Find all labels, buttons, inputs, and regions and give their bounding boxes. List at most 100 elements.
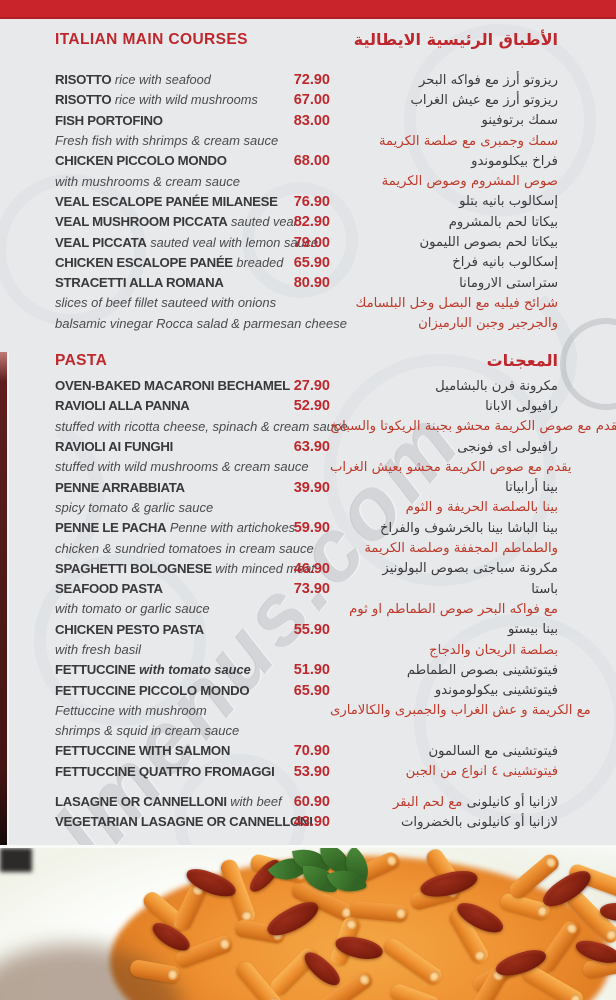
menu-item-row: FETTUCCINE with tomato sauce 51.90 فيتوتشي… [0, 660, 616, 680]
section-heading-pasta: PASTA المعجنات [0, 351, 616, 370]
dish-name-en: with fresh basil [55, 641, 278, 659]
menu-item-row: STRACETTI ALLA ROMANA 80.90 ستراستى الاروم… [0, 273, 616, 293]
dish-name-bold: FETTUCCINE WITH SALMON [55, 743, 231, 759]
dish-name-en: spicy tomato & garlic sauce [55, 499, 278, 517]
dish-name-en: STRACETTI ALLA ROMANA [55, 274, 278, 292]
dish-name-bold: CHICKEN ESCALOPE PANÉE [55, 254, 233, 270]
dish-description-en: shrimps & squid in cream sauce [55, 723, 240, 739]
price: 82.90 [293, 214, 330, 231]
dish-name-en: OVEN-BAKED MACARONI BECHAMEL [55, 377, 290, 395]
dish-name-en: FETTUCCINE PICCOLO MONDO [55, 682, 278, 700]
menu-item-row: CHICKEN PICCOLO MONDO 68.00 فراخ بيكلوموند… [0, 151, 616, 171]
arabic-text-segment: لازانيا أو كانيلونى بالخضروات [401, 814, 558, 830]
dish-name-en: PENNE ARRABBIATA [55, 479, 278, 497]
dish-name-bold: SPAGHETTI BOLOGNESE [55, 560, 212, 576]
dish-name-en: Fresh fish with shrimps & cream sauce [55, 132, 278, 150]
menu-item-row: SEAFOOD PASTA 73.90 باستا [0, 579, 616, 599]
dish-name-ar: ريزوتو أرز مع عيش الغراب [330, 93, 558, 108]
dish-name-en: RAVIOLI ALLA PANNA [55, 397, 278, 415]
section-title-en: ITALIAN MAIN COURSES [55, 30, 248, 48]
price: 73.90 [293, 581, 330, 598]
menu-desc-row: chicken & sundried tomatoes in cream sau… [0, 538, 616, 558]
dish-name-bold: CHICKEN PICCOLO MONDO [55, 153, 227, 169]
menu-item-row: FISH PORTOFINO 83.00 سمك برتوفينو [0, 111, 616, 131]
dish-name-ar: إسكالوب بانيه بتلو [330, 194, 558, 209]
dish-subtitle-italic: breaded [232, 254, 284, 270]
arabic-text-segment: مع الكريمة و عش الغراب والجمبرى والكالام… [330, 703, 591, 719]
dish-name-en: Fettuccine with mushroom [55, 702, 278, 720]
arabic-text-segment: صوص المشروم وصوص الكريمة [381, 174, 558, 190]
dish-name-ar: رافيولى اى فونجى [330, 440, 558, 455]
penne-hole [166, 968, 179, 981]
dish-name-en: stuffed with wild mushrooms & cream sauc… [55, 458, 309, 476]
dish-name-bold: STRACETTI ALLA ROMANA [55, 275, 224, 291]
arabic-text-segment: فراخ بيكلوموندو [471, 153, 558, 169]
dish-subtitle-italic: rice with seafood [111, 72, 211, 88]
arabic-text-segment: سمك برتوفينو [481, 113, 559, 129]
penne-hole [568, 992, 583, 1000]
dish-name-bold: SEAFOOD PASTA [55, 581, 163, 597]
price: 60.90 [293, 794, 330, 811]
dish-name-en: VEAL MUSHROOM PICCATA sauted veal [55, 213, 296, 231]
price: 46.90 [293, 560, 330, 577]
arabic-text-segment: بيكاتا لحم بصوص الليمون [419, 235, 558, 251]
penne-hole [472, 948, 488, 963]
dish-description-en: with fresh basil [55, 642, 141, 657]
arabic-text-segment: إسكالوب بانيه فراخ [452, 255, 558, 271]
dish-subtitle-italic: sauted veal with lemon sauce [146, 234, 319, 250]
dish-description-ar: مع الكريمة و عش الغراب والجمبرى والكالام… [330, 703, 591, 718]
price: 76.90 [293, 193, 330, 210]
arabic-text-segment: يقدم مع صوص الكريمة محشو بجبنة الريكوتا … [330, 419, 616, 435]
dish-name-ar: مكرونة فرن بالبشاميل [330, 379, 558, 394]
dish-name-ar: ريزوتو أرز مع فواكه البحر [330, 73, 558, 88]
menu-item-row: VEAL ESCALOPE PANÉE MILANESE 76.90 إسكالوب… [0, 192, 616, 212]
menu-item-row: RAVIOLI AI FUNGHI 63.90 رافيولى اى فونجى [0, 437, 616, 457]
dish-description-en: with tomato or garlic sauce [55, 601, 210, 617]
dish-name-bold: VEGETARIAN LASAGNE OR CANNELLONI [55, 814, 313, 830]
arabic-text-segment: شرائح فيليه مع البصل وخل البلسامك [355, 295, 559, 311]
dish-subtitle-italic: Penne with artichokes [166, 520, 296, 536]
menu-item-row: VEAL PICCATA sauted veal with lemon sauc… [0, 232, 616, 252]
dish-name-ar: فيتوتشينى ٤ انواع من الجبن [330, 764, 558, 779]
dish-description-en: Fettuccine with mushroom [55, 702, 207, 718]
menu-desc-row: Fresh fish with shrimps & cream sauce سمك… [0, 131, 616, 151]
dish-name-en: with mushrooms & cream sauce [55, 173, 278, 191]
dish-description-en: with mushrooms & cream sauce [55, 173, 240, 189]
dish-name-bold: RISOTTO [55, 92, 112, 108]
price: 67.00 [293, 92, 330, 109]
dish-name-en: FETTUCCINE WITH SALMON [55, 742, 278, 760]
price: 70.90 [293, 743, 330, 760]
arabic-text-segment: ريزوتو أرز مع عيش الغراب [410, 92, 558, 108]
price: 59.90 [293, 520, 330, 537]
dish-description-en: spicy tomato & garlic sauce [55, 499, 214, 515]
arabic-text-segment: والجرجير وجبن البارميزان [418, 316, 558, 332]
dish-description-ar: شرائح فيليه مع البصل وخل البلسامك [330, 295, 559, 311]
menu-item-row: LASAGNE OR CANNELLONI with beef 60.90 لازا… [0, 792, 616, 812]
arabic-text-segment: والطماطم المجففة وصلصة الكريمة [364, 541, 558, 557]
menu-desc-row: stuffed with ricotta cheese, spinach & c… [0, 417, 616, 437]
price: 53.90 [293, 763, 330, 780]
price: 63.90 [293, 439, 330, 456]
dish-name-bold: RAVIOLI ALLA PANNA [55, 398, 190, 414]
arabic-text-segment: بينا الباشا بينا بالخرشوف والفراخ [379, 520, 558, 536]
menu-item-row: FETTUCCINE WITH SALMON 70.90 فيتوتشينى مع … [0, 741, 616, 761]
dish-description-en: Fresh fish with shrimps & cream sauce [55, 133, 279, 149]
dish-description-ar: صوص المشروم وصوص الكريمة [330, 174, 558, 189]
dish-description-ar: والطماطم المجففة وصلصة الكريمة [330, 541, 558, 556]
dish-name-bold: LASAGNE OR CANNELLONI [55, 794, 227, 810]
menu-desc-row: stuffed with wild mushrooms & cream sauc… [0, 457, 616, 477]
menu-item-row: PENNE LE PACHA Penne with artichokes 59.9… [0, 518, 616, 538]
dish-name-ar: سمك برتوفينو [330, 113, 559, 129]
left-page-bleed-edge [7, 352, 9, 845]
dish-name-en: VEGETARIAN LASAGNE OR CANNELLONI [55, 813, 313, 831]
dish-subtitle-italic: with tomato sauce [135, 662, 251, 678]
penne-hole [344, 918, 359, 932]
menu-rows-italian-main-courses: RISOTTO rice with seafood 72.90 ريزوتو أرز… [0, 70, 616, 334]
dish-description-en: stuffed with ricotta cheese, spinach & c… [55, 418, 348, 434]
left-page-bleed-strip [0, 352, 7, 845]
menu-item-row: CHICKEN ESCALOPE PANÉE breaded 65.90 إسكال… [0, 253, 616, 273]
arabic-text-segment: فيتوتشينى بيكولوموندو [434, 683, 558, 699]
menu-desc-row: with tomato or garlic sauce مع فواكه البح… [0, 599, 616, 619]
menu-item-row: RISOTTO rice with seafood 72.90 ريزوتو أرز… [0, 70, 616, 90]
dish-description-ar: يقدم مع صوص الكريمة محشو بعيش الغراب [330, 460, 572, 475]
